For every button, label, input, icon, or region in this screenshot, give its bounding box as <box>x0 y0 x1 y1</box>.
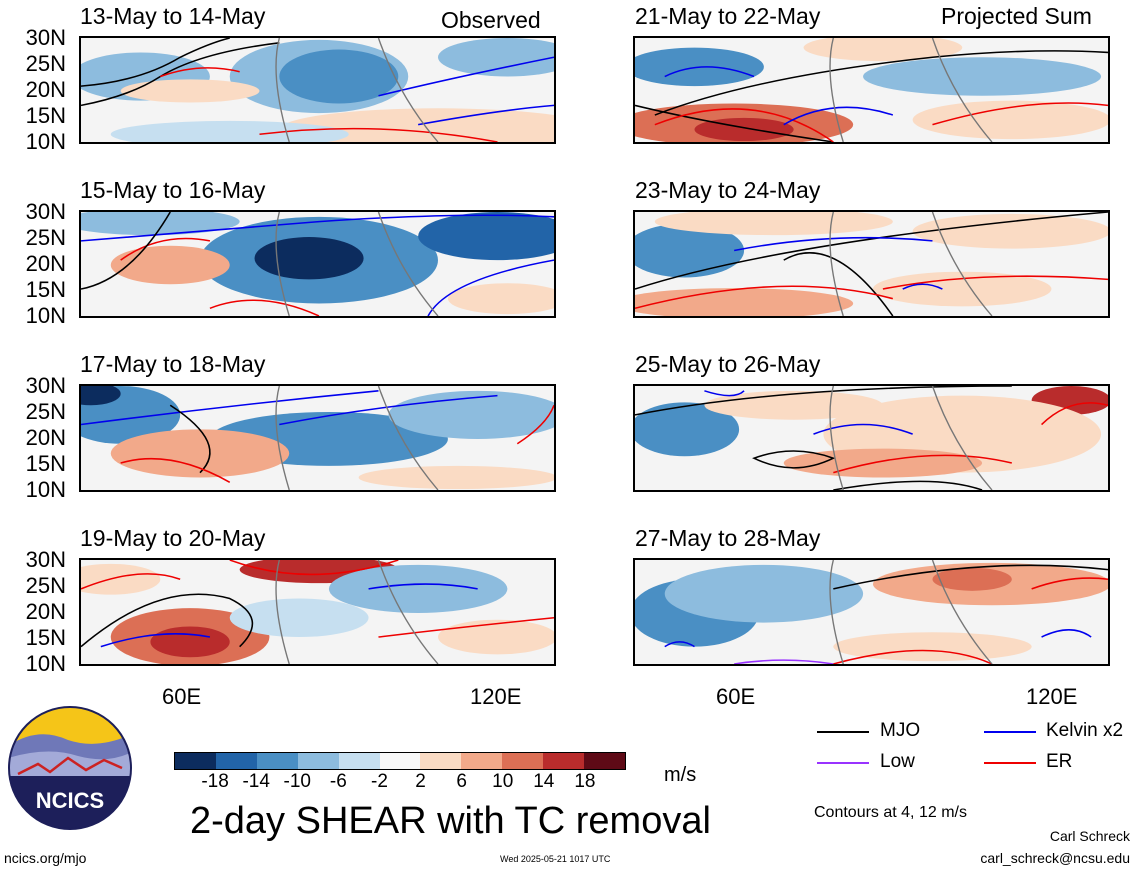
ncics-logo: NCICS <box>8 706 132 830</box>
panel-title-2: 15-May to 16-May <box>80 177 266 203</box>
observed-label: Observed <box>441 7 541 33</box>
colorbar-units: m/s <box>664 764 697 786</box>
colorbar-cell <box>420 753 462 769</box>
legend-low-line <box>817 762 869 764</box>
legend-er-line <box>984 762 1036 764</box>
logo-text: NCICS <box>36 788 104 813</box>
lon-label-right-120e: 120E <box>1026 684 1078 709</box>
colorbar <box>174 752 626 770</box>
lat-label: 30N <box>25 25 66 50</box>
panel-title-3: 17-May to 18-May <box>80 351 266 377</box>
lat-label: 10N <box>25 651 66 676</box>
lat-label: 15N <box>25 103 66 128</box>
map-panel-1 <box>79 36 556 144</box>
lat-label: 25N <box>25 51 66 76</box>
lat-label: 25N <box>25 573 66 598</box>
lat-label: 10N <box>25 129 66 154</box>
colorbar-tick-label: -6 <box>329 771 347 792</box>
legend-er-label: ER <box>1046 751 1073 772</box>
lat-label: 30N <box>25 547 66 572</box>
panel-title-7: 25-May to 26-May <box>635 351 821 377</box>
colorbar-cell <box>379 753 421 769</box>
colorbar-cell <box>256 753 298 769</box>
lon-label-right-60e: 60E <box>716 684 756 709</box>
map-panel-2 <box>79 210 556 318</box>
lat-label: 10N <box>25 303 66 328</box>
author-name: Carl Schreck <box>1049 828 1130 844</box>
colorbar-cell <box>338 753 380 769</box>
lat-label: 25N <box>25 399 66 424</box>
lat-label: 30N <box>25 373 66 398</box>
legend-kelvin-label: Kelvin x2 <box>1046 720 1124 741</box>
map-panel-3 <box>79 384 556 492</box>
legend-mjo-label: MJO <box>880 720 921 741</box>
lon-label-left-60e: 60E <box>162 684 202 709</box>
map-panel-5 <box>633 36 1110 144</box>
legend-kelvin-line <box>984 731 1036 733</box>
colorbar-tick-label: 18 <box>574 771 596 792</box>
website-link[interactable]: ncics.org/mjo <box>4 850 87 866</box>
lat-label: 15N <box>25 625 66 650</box>
lon-label-left-120e: 120E <box>470 684 522 709</box>
projected-sum-label: Projected Sum <box>941 3 1092 29</box>
lat-label: 20N <box>25 425 66 450</box>
colorbar-tick-label: 14 <box>533 771 555 792</box>
colorbar-cell <box>461 753 503 769</box>
colorbar-cell <box>175 753 216 769</box>
colorbar-tick-label: -2 <box>371 771 388 792</box>
lat-label: 20N <box>25 251 66 276</box>
panel-title-5: 21-May to 22-May <box>635 3 821 29</box>
panel-title-4: 19-May to 20-May <box>80 525 266 551</box>
panel-title-1: 13-May to 14-May <box>80 3 266 29</box>
legend-low-label: Low <box>880 751 915 772</box>
lat-label: 10N <box>25 477 66 502</box>
lat-label: 25N <box>25 225 66 250</box>
colorbar-tick-label: -14 <box>242 771 270 792</box>
map-panel-4 <box>79 558 556 666</box>
lat-label: 15N <box>25 277 66 302</box>
colorbar-tick-label: 2 <box>415 771 426 792</box>
colorbar-cell <box>543 753 585 769</box>
map-panel-7 <box>633 384 1110 492</box>
map-panel-8 <box>633 558 1110 666</box>
panel-title-6: 23-May to 24-May <box>635 177 821 203</box>
colorbar-tick-label: -18 <box>201 771 229 792</box>
colorbar-tick-label: 10 <box>492 771 514 792</box>
colorbar-tick-label: -10 <box>283 771 311 792</box>
colorbar-tick-label: 6 <box>456 771 467 792</box>
lat-label: 30N <box>25 199 66 224</box>
colorbar-cell <box>297 753 339 769</box>
figure-title: 2-day SHEAR with TC removal <box>190 800 711 842</box>
colorbar-cell <box>215 753 257 769</box>
map-panel-6 <box>633 210 1110 318</box>
author-email[interactable]: carl_schreck@ncsu.edu <box>980 850 1130 866</box>
contour-note: Contours at 4, 12 m/s <box>814 804 967 821</box>
panel-title-8: 27-May to 28-May <box>635 525 821 551</box>
lat-label: 20N <box>25 599 66 624</box>
timestamp: Wed 2025-05-21 1017 UTC <box>500 854 611 864</box>
colorbar-cell <box>502 753 544 769</box>
legend-mjo-line <box>817 731 869 733</box>
lat-label: 20N <box>25 77 66 102</box>
lat-label: 15N <box>25 451 66 476</box>
colorbar-cell <box>584 753 625 769</box>
